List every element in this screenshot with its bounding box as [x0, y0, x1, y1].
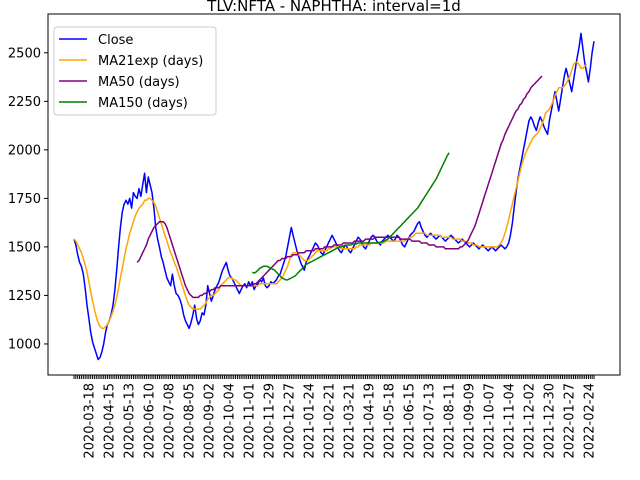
series-line-ma21exp-days	[73, 61, 588, 330]
x-tick-label: 2020-04-15	[103, 383, 118, 459]
x-tick-label: 2021-05-18	[383, 383, 398, 459]
x-tick-label: 2021-12-30	[543, 383, 558, 459]
chart-title: TLV:NFTA - NAPHTHA: interval=1d	[206, 0, 461, 15]
x-tick-label: 2021-11-04	[503, 383, 518, 459]
x-tick-label: 2021-04-19	[363, 383, 378, 459]
y-tick-label: 2000	[8, 143, 41, 158]
x-tick-label: 2021-01-24	[303, 383, 318, 459]
y-tick-label: 1750	[8, 192, 41, 207]
legend-label: MA50 (days)	[98, 75, 180, 90]
series-line-ma50-days	[136, 75, 543, 299]
x-tick-label: 2021-03-21	[343, 383, 358, 459]
x-tick-label: 2020-09-02	[203, 383, 218, 459]
x-tick-label: 2020-06-10	[143, 383, 158, 459]
legend-box	[53, 26, 217, 116]
x-tick-label: 2020-11-29	[263, 383, 278, 459]
legend: Close MA21exp (days) MA50 (days) MA150 (day…	[53, 26, 217, 116]
x-tick-label: 2021-09-09	[463, 383, 478, 459]
legend-label: Close	[98, 33, 133, 48]
x-tick-label: 2022-01-27	[563, 383, 578, 459]
y-tick-label: 1000	[8, 337, 41, 352]
x-tick-label: 2021-02-21	[323, 383, 338, 459]
x-tick-label: 2021-12-02	[523, 383, 538, 459]
axis-layer: 2020-03-18 2020-04-15 2020-05-13 2020-06-10…	[8, 46, 598, 458]
x-tick-label: 2020-03-18	[83, 383, 98, 459]
x-tick-label: 2021-06-15	[403, 383, 418, 459]
x-tick-label: 2020-07-08	[163, 383, 178, 459]
series-line-ma150-days	[251, 152, 450, 281]
y-tick-label: 2500	[8, 46, 41, 61]
legend-label: MA150 (days)	[98, 96, 188, 111]
x-tick-label: 2020-05-13	[123, 383, 138, 459]
x-tick-label: 2020-11-01	[243, 383, 258, 459]
series-layer	[73, 32, 595, 361]
x-tick-label: 2020-12-27	[283, 383, 298, 459]
y-tick-label: 2250	[8, 95, 41, 110]
x-tick-label: 2020-08-05	[183, 383, 198, 459]
plot-frame	[47, 13, 621, 376]
x-tick-label: 2022-02-24	[583, 383, 598, 459]
y-tick-label: 1500	[8, 240, 41, 255]
series-line-close	[73, 32, 595, 361]
legend-label: MA21exp (days)	[98, 54, 203, 69]
x-tick-label: 2021-07-13	[423, 383, 438, 459]
x-tick-label: 2021-10-07	[483, 383, 498, 459]
y-tick-label: 1250	[8, 289, 41, 304]
x-tick-label: 2020-10-04	[223, 383, 238, 459]
x-tick-label: 2021-08-11	[443, 383, 458, 459]
